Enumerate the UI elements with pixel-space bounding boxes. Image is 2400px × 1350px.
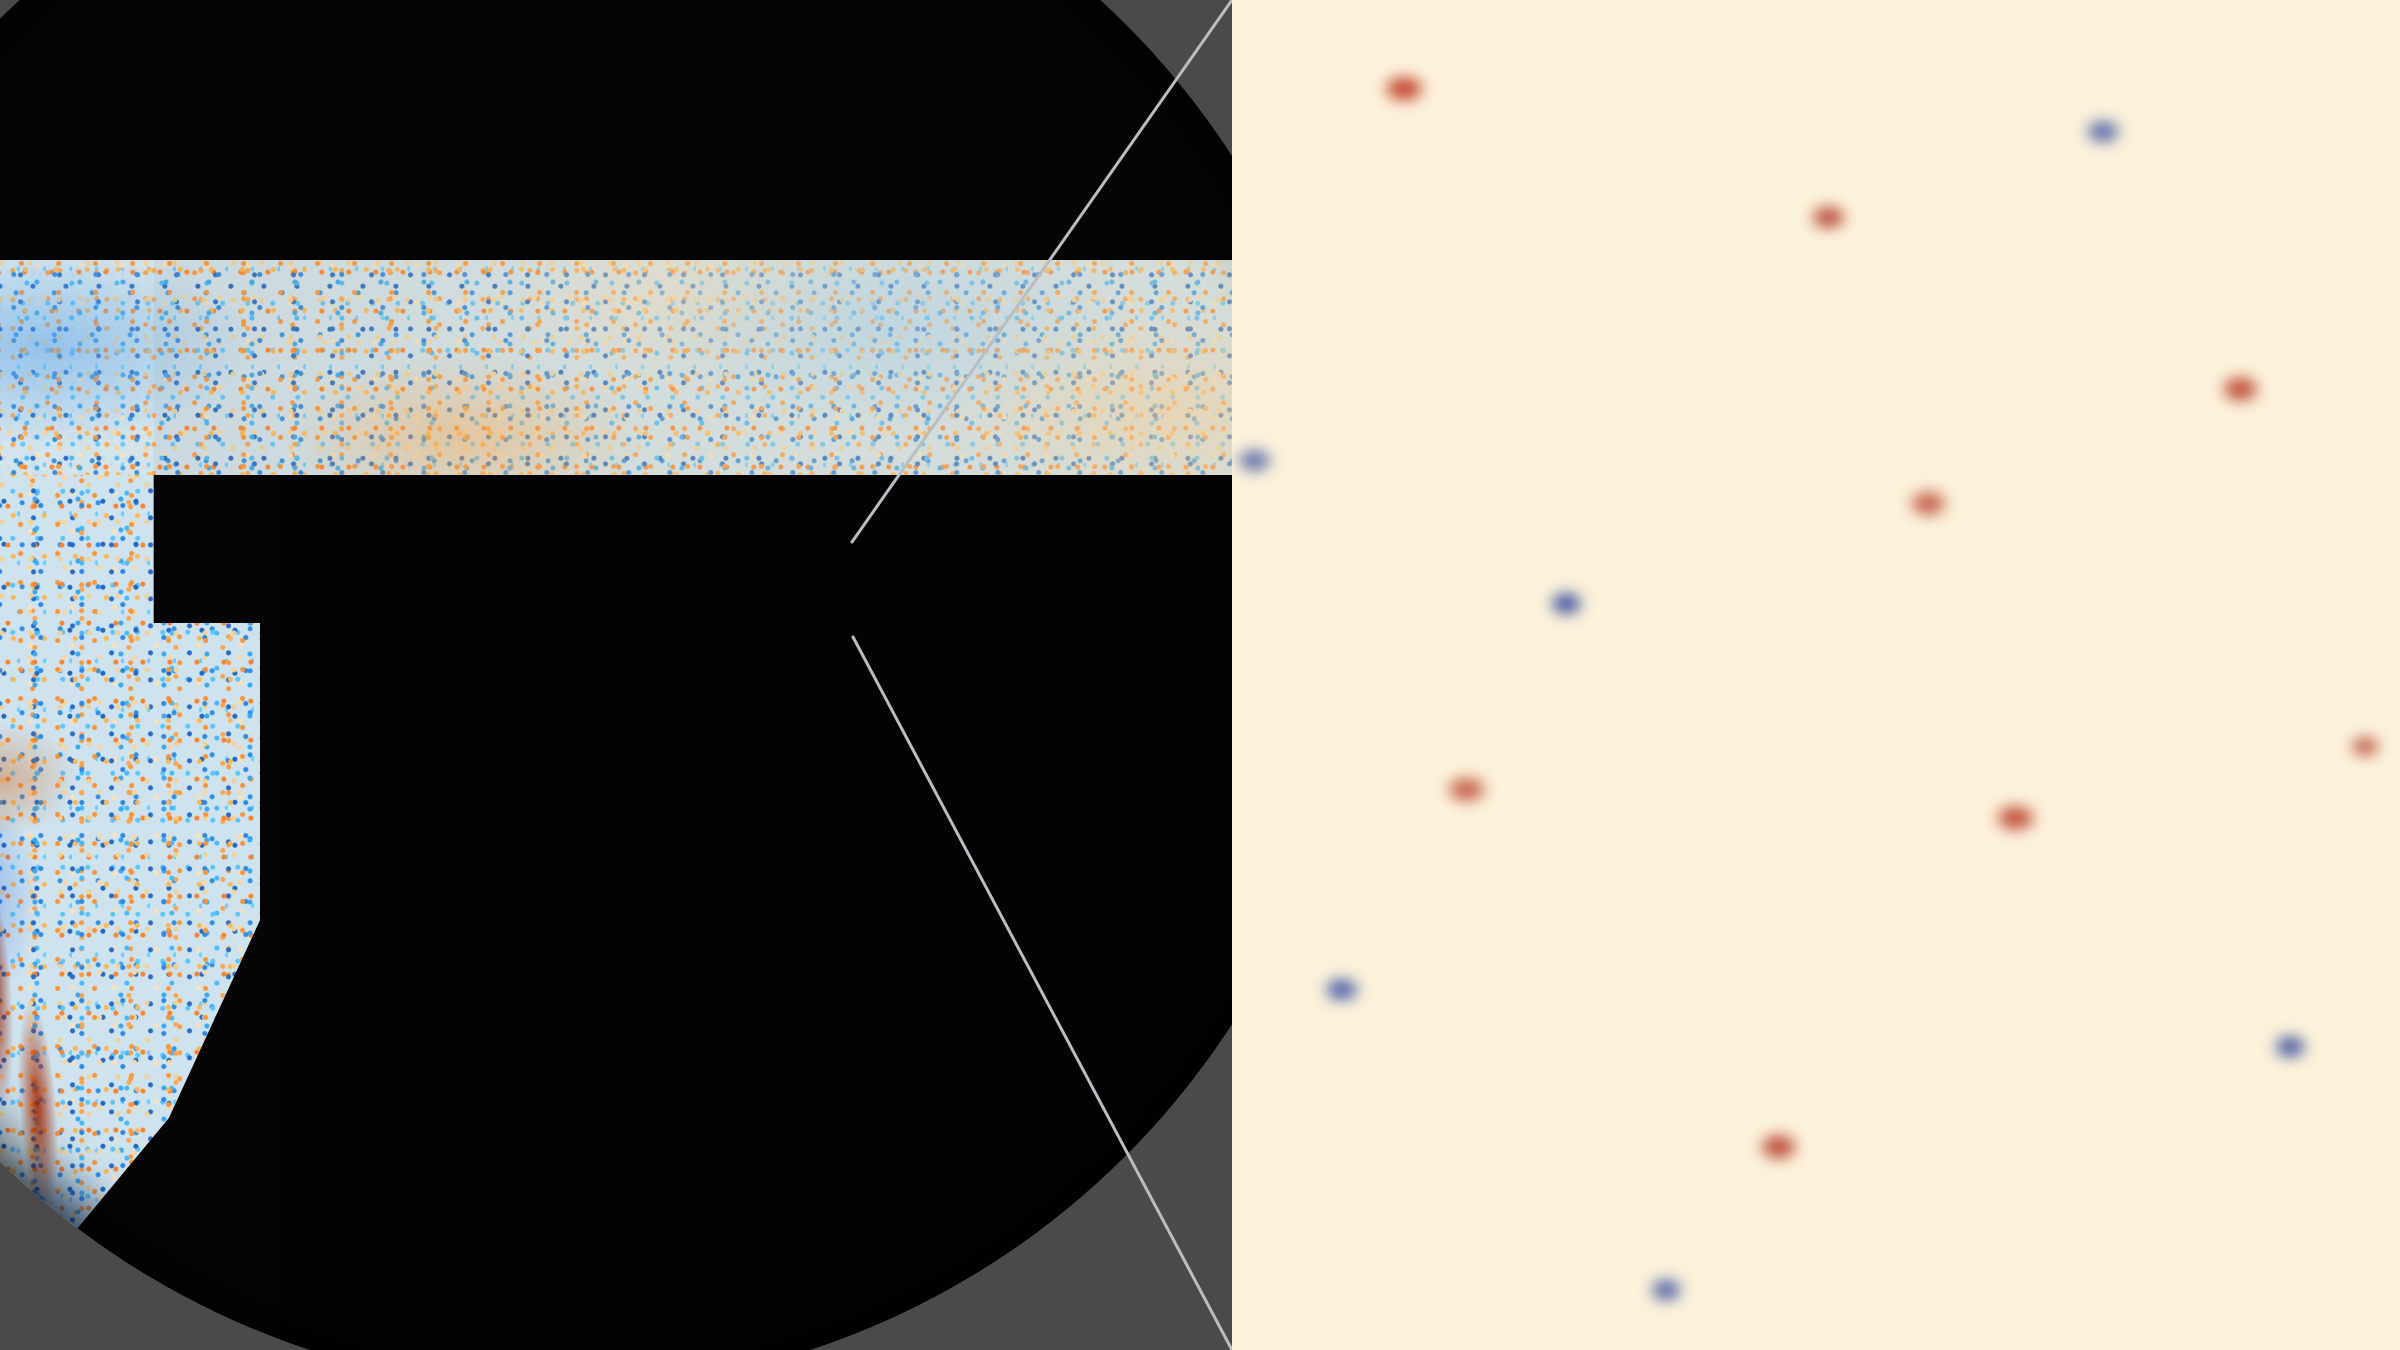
band-warm-wash xyxy=(0,260,1232,475)
cmb-extreme-spots xyxy=(1232,0,2400,1350)
sky-disc xyxy=(0,0,1232,1350)
zoom-patch-panel xyxy=(1232,0,2400,1350)
masked-region xyxy=(280,475,1232,1350)
all-sky-panel xyxy=(0,0,1232,1350)
survey-scan-band xyxy=(0,260,1232,475)
cmb-speckle-texture xyxy=(1232,0,2400,1350)
